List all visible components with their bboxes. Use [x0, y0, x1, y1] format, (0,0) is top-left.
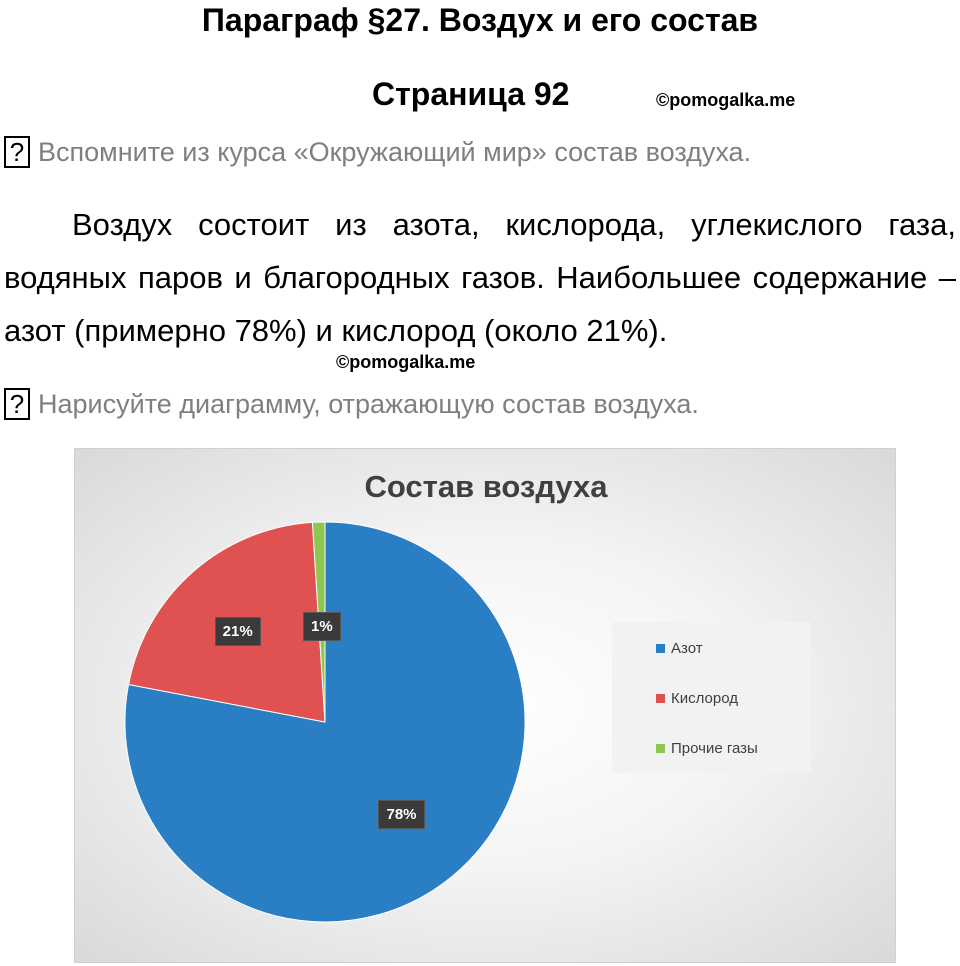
question-mark-icon: ?	[4, 136, 30, 168]
question-1-text: Вспомните из курса «Окружающий мир» сост…	[38, 136, 752, 167]
legend-label: Кислород	[671, 690, 738, 707]
question-mark-icon: ?	[4, 388, 30, 420]
chart-legend: Азот Кислород Прочие газы	[612, 622, 811, 773]
question-1: ? Вспомните из курса «Окружающий мир» со…	[4, 134, 751, 170]
question-2: ? Нарисуйте диаграмму, отражающую состав…	[4, 386, 699, 422]
legend-swatch	[656, 644, 665, 653]
legend-swatch	[656, 744, 665, 753]
legend-swatch	[656, 694, 665, 703]
data-label-2: 1%	[302, 611, 341, 641]
legend-item: Кислород	[656, 690, 738, 707]
pie-chart: Состав воздуха Азот Кислород Прочие газы 7…	[74, 448, 896, 963]
answer-1-text: Воздух состоит из азота, кислорода, угле…	[4, 207, 956, 348]
data-label-0: 78%	[378, 799, 425, 829]
page-title: Параграф §27. Воздух и его состав	[201, 2, 759, 38]
legend-label: Азот	[671, 640, 703, 657]
data-label-1: 21%	[214, 617, 261, 647]
watermark: ©pomogalka.me	[656, 90, 796, 110]
legend-label: Прочие газы	[671, 740, 758, 757]
page-number: Страница 92	[372, 76, 570, 112]
legend-item: Прочие газы	[656, 740, 758, 757]
question-2-text: Нарисуйте диаграмму, отражающую состав в…	[38, 388, 699, 419]
chart-title: Состав воздуха	[364, 469, 608, 504]
legend-item: Азот	[656, 640, 703, 657]
watermark-2: ©pomogalka.me	[336, 352, 476, 372]
